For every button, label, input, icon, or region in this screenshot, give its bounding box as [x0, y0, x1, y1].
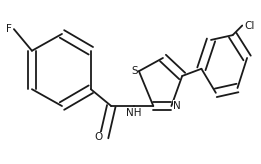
Text: Cl: Cl [244, 20, 254, 31]
Text: N: N [173, 101, 181, 111]
Text: S: S [131, 66, 138, 76]
Text: NH: NH [126, 108, 142, 118]
Text: O: O [94, 132, 103, 142]
Text: F: F [6, 24, 12, 34]
